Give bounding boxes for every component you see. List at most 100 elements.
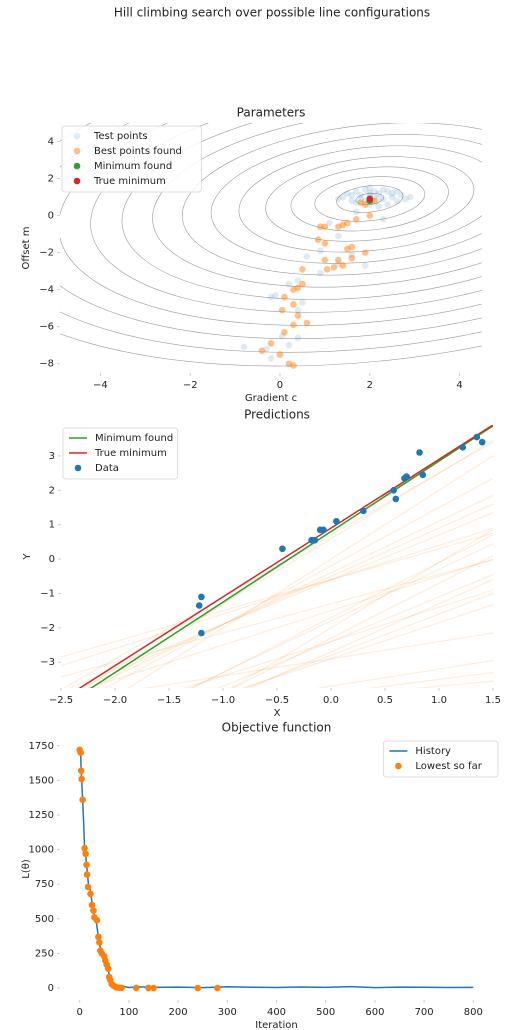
point [379,215,387,223]
y-tick-label: 1000 [29,845,54,856]
trial-line [189,543,493,688]
point [194,984,202,992]
point [78,775,85,783]
point [77,767,85,774]
point [267,354,275,362]
point [281,328,288,336]
legend-box [61,125,202,193]
point [77,749,84,756]
x-tick-label: −4 [93,380,108,391]
trial-line [316,659,493,688]
point [299,299,306,306]
y-tick-label: 1250 [29,810,54,821]
point [392,495,400,503]
point [335,223,342,231]
contour [314,176,426,222]
point [294,334,302,342]
point [267,340,275,347]
figure-title: Hill climbing search over possible line … [114,6,430,20]
trial-line [248,579,493,688]
point [406,193,414,201]
point [285,341,293,349]
point [348,197,356,205]
y-tick-label: 0 [49,554,55,565]
trial-line [127,455,493,688]
point [339,262,347,269]
contour [90,123,482,313]
point [344,190,351,197]
legend-marker [74,464,82,472]
point [290,286,297,293]
x-tick-label: 700 [415,1007,434,1018]
y-tick-label: −2 [40,623,55,634]
point [317,247,324,255]
point [357,191,365,199]
contour [290,166,449,232]
point [104,965,112,973]
point [366,195,374,203]
legend-label: Data [95,463,119,474]
y-tick-label: −6 [39,322,54,333]
point [335,256,342,264]
point [90,907,97,914]
point [320,526,327,534]
contour [60,123,482,353]
point [314,236,322,243]
point [95,933,102,941]
point [419,471,427,479]
y-tick-label: 750 [35,879,54,890]
point [357,199,365,206]
trial-line [61,824,493,852]
x-tick-label: 200 [169,1007,188,1018]
y-axis-label: Offset m [21,227,32,270]
point [303,253,311,260]
contour [336,185,404,213]
point [416,449,423,456]
y-tick-label: 500 [35,914,54,925]
point [352,215,360,223]
point [360,507,367,515]
point [198,629,205,637]
trial-line [61,776,493,831]
point [214,984,221,992]
legend-label: Minimum found [95,433,173,444]
trial-line [243,592,493,688]
trial-line [366,671,493,688]
contour [121,123,482,300]
point [118,984,125,992]
y-tick-label: 1 [49,520,55,531]
point [294,277,302,284]
point [145,984,152,992]
point [478,438,486,446]
trial-line [86,558,493,688]
x-tick-label: 300 [218,1007,237,1018]
x-tick-label: 800 [464,1007,483,1018]
y-axis-label: L(θ) [21,859,32,879]
y-tick-label: −3 [40,657,55,668]
point [393,197,401,205]
x-tick-label: 600 [365,1007,384,1018]
trial-line [231,555,493,688]
chart-title: Objective function [222,721,332,735]
chart-title: Predictions [244,408,310,422]
legend-box [382,740,499,778]
trial-line [61,532,493,658]
x-tick-label: 1.5 [485,695,501,706]
point [326,219,333,227]
point [267,293,275,301]
point [82,850,89,858]
contour [355,192,385,205]
point [303,319,311,327]
trial-line [217,573,493,688]
y-tick-label: 4 [48,137,54,148]
point [333,517,340,525]
point [195,602,203,609]
trial-line [143,632,493,688]
trial-line [104,477,493,688]
point [393,188,401,195]
y-tick-label: −2 [39,248,54,259]
point [388,190,396,197]
contour [265,156,475,242]
legend-marker [73,147,81,155]
